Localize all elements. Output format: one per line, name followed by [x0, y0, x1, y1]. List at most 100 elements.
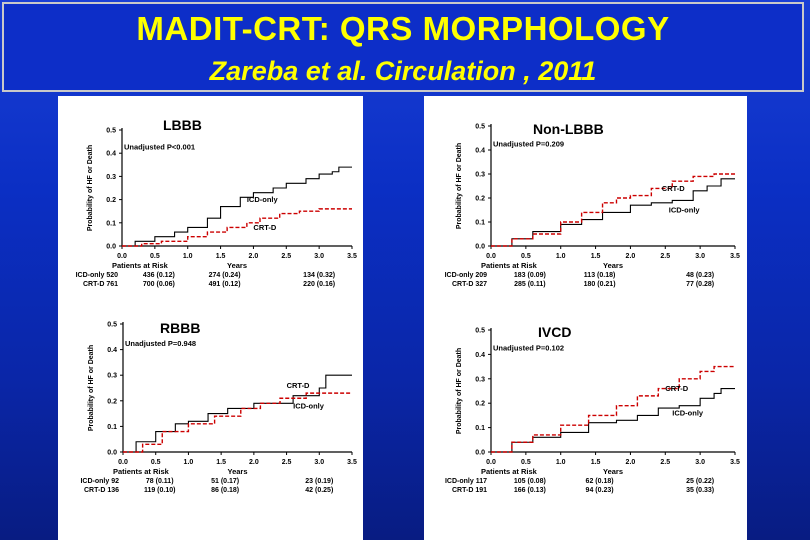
chart-title: IVCD — [538, 324, 571, 340]
risk-table-cell: 700 (0.06) — [143, 281, 175, 288]
y-tick-label: 0.0 — [475, 244, 485, 251]
x-tick-label: 3.5 — [347, 253, 357, 260]
crt-d-series-line — [123, 392, 352, 453]
y-axis-label: Probability of HF or Death — [88, 345, 95, 431]
x-tick-label: 2.0 — [249, 253, 259, 260]
risk-table-cell: 436 (0.12) — [143, 272, 175, 279]
y-axis-label: Probability of HF or Death — [456, 348, 463, 434]
risk-table-row-label: CRT-D 136 — [84, 487, 119, 494]
risk-table-cell: 48 (0.23) — [686, 272, 714, 279]
x-tick-label: 2.0 — [626, 459, 636, 466]
series-annotation: CRT-D — [287, 381, 310, 390]
x-tick-label: 1.0 — [184, 459, 194, 466]
x-tick-label: 2.5 — [282, 459, 292, 466]
x-tick-label: 1.5 — [591, 459, 601, 466]
risk-table-header: Patients at Risk — [112, 261, 169, 270]
y-tick-label: 0.2 — [475, 196, 485, 203]
crt-d-series-line — [491, 173, 735, 247]
series-annotation: CRT-D — [662, 184, 685, 193]
right-figure-panel — [424, 96, 747, 540]
y-tick-label: 0.2 — [475, 401, 485, 408]
y-tick-label: 0.0 — [475, 450, 485, 457]
x-tick-label: 1.0 — [183, 253, 193, 260]
risk-table-cell: 274 (0.24) — [209, 272, 241, 279]
risk-table-row-label: CRT-D 191 — [452, 487, 487, 494]
y-tick-label: 0.1 — [475, 220, 485, 227]
chart-title: LBBB — [163, 117, 202, 133]
risk-table-cell: 78 (0.11) — [146, 478, 174, 485]
x-tick-label: 3.5 — [730, 253, 740, 260]
risk-table-header: Patients at Risk — [481, 261, 538, 270]
x-tick-label: 0.5 — [521, 253, 531, 260]
title-banner: MADIT-CRT: QRS MORPHOLOGY Zareba et al. … — [2, 2, 804, 92]
risk-table-row-label: ICD-only 92 — [80, 478, 119, 485]
x-tick-label: 2.5 — [660, 459, 670, 466]
left-figure-panel — [58, 96, 363, 540]
risk-table-cell: 51 (0.17) — [211, 478, 239, 485]
x-tick-label: 2.0 — [626, 253, 636, 260]
x-tick-label: 0.5 — [521, 459, 531, 466]
y-tick-label: 0.5 — [475, 124, 485, 131]
x-tick-label: 1.0 — [556, 459, 566, 466]
x-tick-label: 2.0 — [249, 459, 259, 466]
risk-table-cell: 183 (0.09) — [514, 272, 546, 279]
risk-table-cell: 25 (0.22) — [686, 478, 714, 485]
x-tick-label: 3.0 — [695, 459, 705, 466]
risk-table-cell: 166 (0.13) — [514, 487, 546, 494]
y-tick-label: 0.2 — [106, 197, 116, 204]
y-tick-label: 0.1 — [107, 424, 117, 431]
y-tick-label: 0.4 — [475, 352, 485, 359]
chart-title: Non-LBBB — [533, 121, 604, 137]
x-tick-label: 0.0 — [118, 459, 128, 466]
p-value-text: Unadjusted P=0.102 — [493, 344, 564, 353]
risk-table-cell: 77 (0.28) — [686, 281, 714, 288]
icd-only-series-line — [491, 388, 735, 453]
y-tick-label: 0.3 — [475, 172, 485, 179]
risk-table-header: Patients at Risk — [481, 467, 538, 476]
y-tick-label: 0.5 — [107, 322, 117, 329]
x-axis-label: Years — [227, 261, 247, 270]
x-tick-label: 1.5 — [216, 253, 226, 260]
x-tick-label: 1.5 — [591, 253, 601, 260]
y-tick-label: 0.5 — [106, 128, 116, 135]
x-tick-label: 1.5 — [216, 459, 226, 466]
icd-only-series-line — [123, 374, 352, 453]
series-annotation: ICD-only — [247, 195, 279, 204]
risk-table-row-label: ICD-only 117 — [445, 478, 487, 485]
y-tick-label: 0.3 — [107, 373, 117, 380]
y-tick-label: 0.1 — [475, 425, 485, 432]
risk-table-row-label: CRT-D 327 — [452, 281, 487, 288]
y-tick-label: 0.0 — [106, 244, 116, 251]
risk-table-cell: 220 (0.16) — [303, 281, 335, 288]
crt-d-series-line — [491, 365, 735, 453]
risk-table-row-label: ICD-only 520 — [76, 272, 119, 279]
risk-table-cell: 23 (0.19) — [305, 478, 333, 485]
risk-table-cell: 35 (0.33) — [686, 487, 714, 494]
y-tick-label: 0.0 — [107, 450, 117, 457]
x-axis-label: Years — [603, 261, 623, 270]
x-tick-label: 2.5 — [660, 253, 670, 260]
risk-table-cell: 105 (0.08) — [514, 478, 546, 485]
series-annotation: ICD-only — [669, 205, 701, 214]
x-tick-label: 0.5 — [151, 459, 161, 466]
risk-table-cell: 94 (0.23) — [586, 487, 614, 494]
y-tick-label: 0.1 — [106, 220, 116, 227]
y-tick-label: 0.3 — [475, 376, 485, 383]
y-tick-label: 0.3 — [106, 174, 116, 181]
risk-table-cell: 113 (0.18) — [584, 272, 616, 279]
y-tick-label: 0.4 — [107, 347, 117, 354]
risk-table-cell: 180 (0.21) — [584, 281, 616, 288]
risk-table-row-label: ICD-only 209 — [445, 272, 488, 279]
icd-only-series-line — [491, 178, 735, 247]
series-annotation: CRT-D — [665, 384, 688, 393]
x-tick-label: 0.0 — [486, 253, 496, 260]
series-annotation: CRT-D — [253, 223, 276, 232]
risk-table-cell: 119 (0.10) — [144, 487, 176, 494]
risk-table-cell: 134 (0.32) — [303, 272, 335, 279]
risk-table-cell: 62 (0.18) — [586, 478, 614, 485]
risk-table-row-label: CRT-D 761 — [83, 281, 118, 288]
x-tick-label: 3.5 — [730, 459, 740, 466]
y-tick-label: 0.4 — [475, 148, 485, 155]
chart-title: RBBB — [160, 320, 200, 336]
